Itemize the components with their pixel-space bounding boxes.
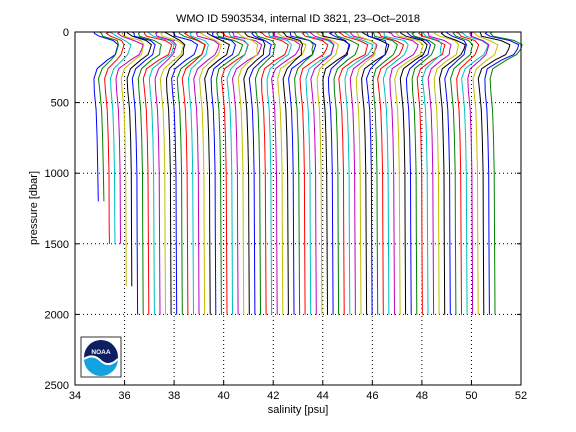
salinity-profile-line xyxy=(93,31,119,202)
salinity-profile-line xyxy=(226,31,249,315)
axis-ticks: 34 36 38 40 42 44 46 48 50 52 0 500 1000 1500 2000 2500 xyxy=(45,27,528,402)
salinity-profile-line xyxy=(115,31,144,244)
salinity-profile-line xyxy=(219,31,249,315)
salinity-profiles xyxy=(93,31,523,315)
salinity-profile-line xyxy=(361,31,390,315)
salinity-profile-line xyxy=(147,31,175,315)
salinity-profile-line xyxy=(193,31,220,315)
x-tick-label: 34 xyxy=(69,390,81,402)
salinity-profile-line xyxy=(299,31,329,315)
salinity-profile-line xyxy=(365,31,388,315)
salinity-profile-line xyxy=(137,31,162,315)
salinity-profile-line xyxy=(104,31,125,244)
salinity-profile-line xyxy=(259,31,289,315)
salinity-profile-line xyxy=(411,31,436,315)
x-tick-label: 40 xyxy=(218,390,230,402)
salinity-profile-line xyxy=(309,31,335,315)
noaa-logo: NOAA xyxy=(80,336,122,378)
salinity-profile-line xyxy=(320,31,351,315)
y-tick-label: 2000 xyxy=(45,309,69,321)
salinity-profile-line xyxy=(489,31,523,315)
salinity-profile-line xyxy=(293,31,314,315)
salinity-profile-line xyxy=(376,31,405,315)
salinity-profile-line xyxy=(266,31,292,315)
x-tick-label: 50 xyxy=(465,390,477,402)
salinity-profile-line xyxy=(176,32,206,315)
salinity-profile-line xyxy=(438,31,466,315)
y-axis-title: pressure [dbar] xyxy=(28,171,40,245)
salinity-profile-line xyxy=(248,31,272,315)
x-tick-label: 52 xyxy=(515,390,527,402)
salinity-profile-line xyxy=(198,31,222,315)
salinity-profile-line xyxy=(154,31,177,315)
salinity-profile-line xyxy=(477,31,511,315)
salinity-profile-line xyxy=(126,31,152,287)
salinity-profile-line xyxy=(459,31,489,315)
salinity-profile-line xyxy=(303,31,335,315)
x-tick-label: 46 xyxy=(366,390,378,402)
salinity-profile-line xyxy=(216,31,244,315)
salinity-profile-line xyxy=(405,31,432,315)
salinity-profile-line xyxy=(315,31,339,315)
salinity-profile-line xyxy=(444,31,468,315)
salinity-profile-line xyxy=(271,31,301,315)
x-axis-title: salinity [psu] xyxy=(268,404,329,416)
salinity-profile-line xyxy=(327,31,350,315)
y-tick-label: 0 xyxy=(63,27,69,39)
x-tick-label: 48 xyxy=(416,390,428,402)
x-tick-label: 44 xyxy=(317,390,329,402)
y-tick-label: 2500 xyxy=(45,380,69,392)
salinity-profile-line xyxy=(416,31,446,315)
salinity-profile-line xyxy=(421,31,443,315)
salinity-profile-line xyxy=(97,31,120,202)
plot-frame xyxy=(74,31,522,386)
salinity-profile-line xyxy=(164,31,186,315)
salinity-profile-line xyxy=(355,31,377,315)
salinity-profile-line xyxy=(109,31,132,244)
salinity-profile-line xyxy=(210,31,236,315)
salinity-profile-line xyxy=(235,31,259,315)
salinity-profile-line xyxy=(204,31,230,315)
chart-title: WMO ID 5903534, internal ID 3821, 23–Oct… xyxy=(176,13,420,25)
salinity-profile-line xyxy=(187,31,209,315)
salinity-profile-line xyxy=(387,31,419,315)
y-tick-label: 500 xyxy=(51,98,69,110)
salinity-profile-line xyxy=(394,31,424,315)
salinity-profile-line xyxy=(382,31,409,315)
salinity-profile-line xyxy=(450,31,474,315)
salinity-profile-line xyxy=(131,31,156,315)
salinity-profile-line xyxy=(467,31,490,315)
salinity-profile-line xyxy=(243,31,266,315)
salinity-profile-line xyxy=(253,31,276,315)
salinity-profile-line xyxy=(333,31,360,315)
salinity-profile-line xyxy=(120,31,145,287)
noaa-logo-text: NOAA xyxy=(91,349,110,356)
salinity-profile-line xyxy=(455,31,480,315)
salinity-profile-line xyxy=(343,31,374,315)
salinity-profile-line xyxy=(159,31,185,315)
y-tick-label: 1500 xyxy=(45,239,69,251)
salinity-profile-line xyxy=(171,31,199,315)
x-tick-label: 36 xyxy=(118,390,130,402)
x-tick-label: 38 xyxy=(168,390,180,402)
salinity-profile-line xyxy=(433,31,460,315)
salinity-profile-line xyxy=(142,31,173,315)
salinity-profile-line xyxy=(288,32,317,315)
salinity-profile-line xyxy=(371,31,398,315)
salinity-profile-line xyxy=(181,31,206,315)
y-tick-label: 1000 xyxy=(45,168,69,180)
salinity-profile-line xyxy=(484,31,520,315)
salinity-profile-line xyxy=(426,31,452,315)
salinity-profile-line xyxy=(338,31,369,315)
salinity-profile-line xyxy=(472,31,499,315)
salinity-profile-line xyxy=(276,31,307,315)
x-tick-label: 42 xyxy=(267,390,279,402)
salinity-profile-line xyxy=(281,31,304,315)
salinity-profile-line xyxy=(399,31,428,315)
